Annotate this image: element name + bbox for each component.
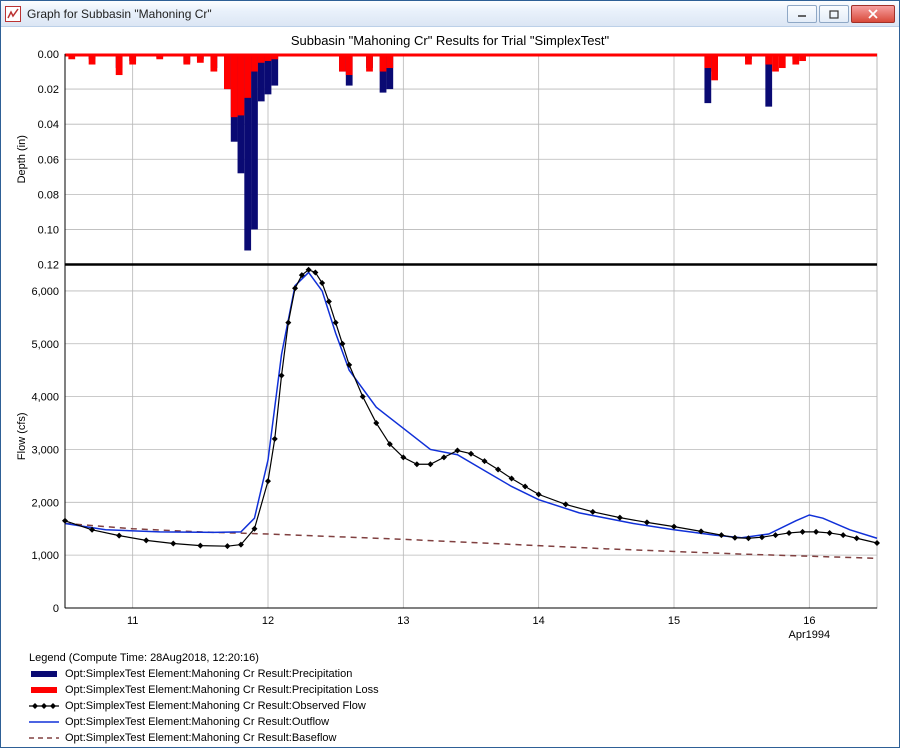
legend-item: Opt:SimplexTest Element:Mahoning Cr Resu… — [29, 732, 469, 744]
window-title: Graph for Subbasin "Mahoning Cr" — [27, 7, 787, 21]
legend-item: Opt:SimplexTest Element:Mahoning Cr Resu… — [29, 700, 469, 712]
content-area: Subbasin "Mahoning Cr" Results for Trial… — [1, 27, 899, 747]
chart-title: Subbasin "Mahoning Cr" Results for Trial… — [9, 33, 891, 48]
app-icon — [5, 6, 21, 22]
legend-swatch — [29, 733, 59, 743]
legend-label: Opt:SimplexTest Element:Mahoning Cr Resu… — [65, 716, 329, 728]
legend-swatch — [29, 717, 59, 727]
svg-text:11: 11 — [127, 615, 138, 627]
legend-swatch — [29, 685, 59, 695]
close-icon — [867, 8, 879, 20]
legend-item: Opt:SimplexTest Element:Mahoning Cr Resu… — [29, 684, 469, 696]
window-controls — [787, 5, 895, 23]
svg-text:0.08: 0.08 — [38, 189, 59, 201]
svg-text:6,000: 6,000 — [31, 286, 59, 298]
legend-item: Opt:SimplexTest Element:Mahoning Cr Resu… — [29, 716, 469, 728]
legend: Legend (Compute Time: 28Aug2018, 12:20:1… — [9, 648, 891, 747]
svg-text:0.00: 0.00 — [38, 50, 59, 61]
svg-text:0.04: 0.04 — [38, 119, 59, 131]
svg-text:Apr1994: Apr1994 — [789, 629, 831, 641]
legend-label: Opt:SimplexTest Element:Mahoning Cr Resu… — [65, 668, 352, 680]
legend-compute-time: Legend (Compute Time: 28Aug2018, 12:20:1… — [29, 652, 887, 664]
legend-swatch — [29, 669, 59, 679]
titlebar[interactable]: Graph for Subbasin "Mahoning Cr" — [1, 1, 899, 27]
legend-label: Opt:SimplexTest Element:Mahoning Cr Resu… — [65, 700, 366, 712]
svg-text:1,000: 1,000 — [31, 550, 59, 562]
svg-text:2,000: 2,000 — [31, 497, 59, 509]
chart-area: 0.00 0.02 0.04 0.06 0.08 0.10 0.12 0 1,000 2,000 3… — [9, 50, 891, 648]
legend-swatch — [29, 701, 59, 711]
svg-text:0.10: 0.10 — [38, 224, 59, 236]
maximize-icon — [829, 9, 839, 19]
legend-item: Opt:SimplexTest Element:Mahoning Cr Resu… — [29, 668, 469, 680]
minimize-icon — [797, 9, 807, 19]
legend-label: Opt:SimplexTest Element:Mahoning Cr Resu… — [65, 732, 336, 744]
svg-text:Depth (in): Depth (in) — [16, 135, 28, 183]
svg-text:13: 13 — [397, 615, 409, 627]
minimize-button[interactable] — [787, 5, 817, 23]
svg-text:14: 14 — [533, 615, 545, 627]
maximize-button[interactable] — [819, 5, 849, 23]
svg-text:0.06: 0.06 — [38, 154, 59, 166]
chart-svg: 0.00 0.02 0.04 0.06 0.08 0.10 0.12 0 1,000 2,000 3… — [9, 50, 889, 648]
svg-text:0.02: 0.02 — [38, 84, 59, 96]
svg-text:4,000: 4,000 — [31, 392, 59, 404]
svg-text:0: 0 — [53, 603, 59, 615]
close-button[interactable] — [851, 5, 895, 23]
legend-label: Opt:SimplexTest Element:Mahoning Cr Resu… — [65, 684, 379, 696]
svg-text:16: 16 — [803, 615, 815, 627]
svg-text:15: 15 — [668, 615, 680, 627]
svg-text:12: 12 — [262, 615, 274, 627]
svg-text:5,000: 5,000 — [31, 339, 59, 351]
graph-window: Graph for Subbasin "Mahoning Cr" Subbasi… — [0, 0, 900, 748]
svg-text:3,000: 3,000 — [31, 444, 59, 456]
svg-text:0.12: 0.12 — [38, 260, 59, 272]
legend-items: Opt:SimplexTest Element:Mahoning Cr Resu… — [29, 668, 887, 747]
svg-text:Flow (cfs): Flow (cfs) — [16, 412, 28, 460]
